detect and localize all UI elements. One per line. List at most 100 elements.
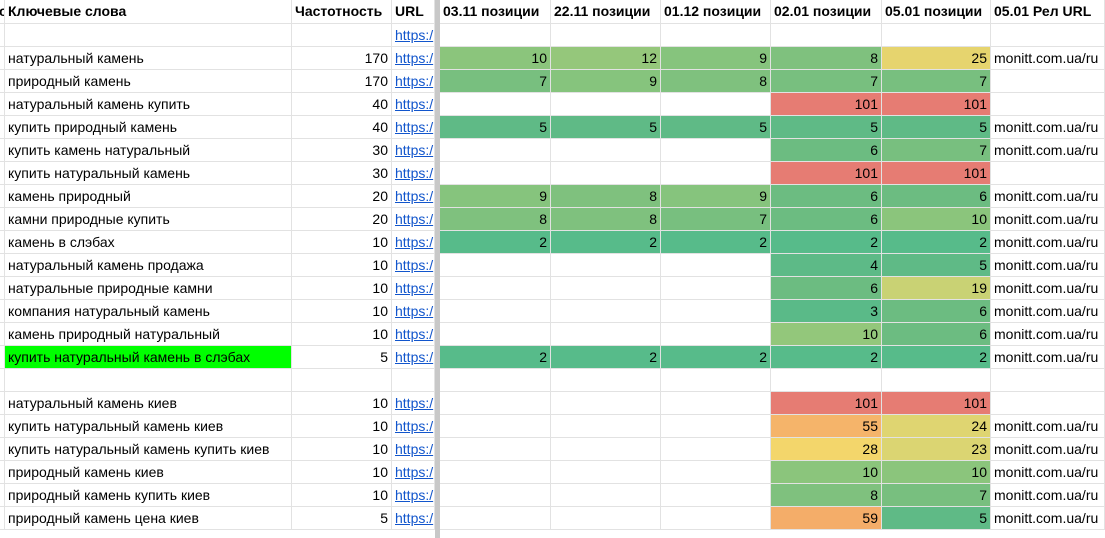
position-cell[interactable]: 6 bbox=[771, 185, 882, 208]
keyword-cell[interactable]: купить камень натуральный bbox=[5, 139, 292, 162]
keyword-cell[interactable]: природный камень bbox=[5, 70, 292, 93]
position-cell[interactable] bbox=[551, 415, 661, 438]
rel-url-cell[interactable] bbox=[991, 392, 1105, 415]
url-cell[interactable] bbox=[392, 369, 435, 392]
position-cell[interactable]: 9 bbox=[440, 185, 551, 208]
url-cell[interactable]: https:/ bbox=[392, 484, 435, 507]
position-cell[interactable]: 101 bbox=[882, 93, 991, 116]
rel-url-cell[interactable] bbox=[991, 70, 1105, 93]
frequency-cell[interactable]: 30 bbox=[292, 162, 392, 185]
keyword-cell[interactable]: камень в слэбах bbox=[5, 231, 292, 254]
position-cell[interactable]: 8 bbox=[440, 208, 551, 231]
position-cell[interactable] bbox=[440, 369, 551, 392]
position-cell[interactable]: 7 bbox=[882, 484, 991, 507]
url-cell[interactable]: https:/ bbox=[392, 139, 435, 162]
position-cell[interactable]: 2 bbox=[661, 346, 771, 369]
rel-url-cell[interactable] bbox=[991, 369, 1105, 392]
position-cell[interactable]: 5 bbox=[882, 507, 991, 530]
keyword-cell[interactable] bbox=[5, 369, 292, 392]
column-header[interactable]: 02.01 позиции bbox=[771, 0, 882, 24]
url-cell[interactable]: https:/ bbox=[392, 254, 435, 277]
position-cell[interactable]: 10 bbox=[882, 208, 991, 231]
position-cell[interactable] bbox=[551, 162, 661, 185]
position-cell[interactable]: 5 bbox=[882, 116, 991, 139]
position-cell[interactable]: 6 bbox=[882, 185, 991, 208]
frequency-cell[interactable] bbox=[292, 24, 392, 47]
position-cell[interactable]: 7 bbox=[440, 70, 551, 93]
position-cell[interactable]: 2 bbox=[771, 346, 882, 369]
url-cell[interactable]: https:/ bbox=[392, 185, 435, 208]
rel-url-cell[interactable]: monitt.com.ua/ru bbox=[991, 277, 1105, 300]
position-cell[interactable]: 2 bbox=[551, 231, 661, 254]
position-cell[interactable]: 101 bbox=[771, 162, 882, 185]
position-cell[interactable]: 28 bbox=[771, 438, 882, 461]
position-cell[interactable] bbox=[661, 369, 771, 392]
position-cell[interactable]: 10 bbox=[440, 47, 551, 70]
position-cell[interactable]: 2 bbox=[771, 231, 882, 254]
position-cell[interactable] bbox=[661, 300, 771, 323]
position-cell[interactable] bbox=[440, 254, 551, 277]
rel-url-cell[interactable]: monitt.com.ua/ru bbox=[991, 484, 1105, 507]
position-cell[interactable]: 101 bbox=[771, 392, 882, 415]
position-cell[interactable]: 19 bbox=[882, 277, 991, 300]
position-cell[interactable]: 10 bbox=[771, 323, 882, 346]
url-cell[interactable]: https:/ bbox=[392, 162, 435, 185]
column-header[interactable]: Частотность bbox=[292, 0, 392, 24]
frequency-cell[interactable]: 10 bbox=[292, 461, 392, 484]
position-cell[interactable] bbox=[661, 162, 771, 185]
frequency-cell[interactable]: 10 bbox=[292, 277, 392, 300]
position-cell[interactable]: 6 bbox=[771, 139, 882, 162]
frequency-cell[interactable]: 20 bbox=[292, 185, 392, 208]
frequency-cell[interactable]: 170 bbox=[292, 70, 392, 93]
position-cell[interactable]: 8 bbox=[771, 484, 882, 507]
position-cell[interactable]: 3 bbox=[771, 300, 882, 323]
position-cell[interactable] bbox=[771, 369, 882, 392]
url-cell[interactable]: https:/ bbox=[392, 461, 435, 484]
position-cell[interactable] bbox=[551, 277, 661, 300]
position-cell[interactable] bbox=[440, 93, 551, 116]
position-cell[interactable] bbox=[551, 254, 661, 277]
position-cell[interactable] bbox=[882, 369, 991, 392]
column-header[interactable]: Ключевые слова bbox=[5, 0, 292, 24]
column-header[interactable]: 22.11 позиции bbox=[551, 0, 661, 24]
rel-url-cell[interactable]: monitt.com.ua/ru bbox=[991, 116, 1105, 139]
position-cell[interactable] bbox=[882, 24, 991, 47]
url-cell[interactable]: https:/ bbox=[392, 24, 435, 47]
position-cell[interactable] bbox=[440, 461, 551, 484]
frequency-cell[interactable]: 10 bbox=[292, 231, 392, 254]
rel-url-cell[interactable]: monitt.com.ua/ru bbox=[991, 139, 1105, 162]
keyword-cell[interactable]: натуральный камень продажа bbox=[5, 254, 292, 277]
position-cell[interactable]: 9 bbox=[661, 185, 771, 208]
keyword-cell[interactable]: купить натуральный камень в слэбах bbox=[5, 346, 292, 369]
position-cell[interactable] bbox=[440, 484, 551, 507]
column-header[interactable]: 05.01 позиции bbox=[882, 0, 991, 24]
position-cell[interactable] bbox=[661, 24, 771, 47]
rel-url-cell[interactable]: monitt.com.ua/ru bbox=[991, 461, 1105, 484]
url-cell[interactable]: https:/ bbox=[392, 116, 435, 139]
position-cell[interactable]: 10 bbox=[771, 461, 882, 484]
position-cell[interactable] bbox=[440, 139, 551, 162]
keyword-cell[interactable]: камень природный bbox=[5, 185, 292, 208]
position-cell[interactable]: 7 bbox=[882, 70, 991, 93]
position-cell[interactable] bbox=[440, 438, 551, 461]
position-cell[interactable] bbox=[440, 24, 551, 47]
position-cell[interactable] bbox=[551, 369, 661, 392]
position-cell[interactable] bbox=[661, 139, 771, 162]
frequency-cell[interactable]: 30 bbox=[292, 139, 392, 162]
frequency-cell[interactable]: 10 bbox=[292, 392, 392, 415]
position-cell[interactable] bbox=[551, 323, 661, 346]
keyword-cell[interactable]: камни природные купить bbox=[5, 208, 292, 231]
position-cell[interactable]: 7 bbox=[882, 139, 991, 162]
frequency-cell[interactable]: 10 bbox=[292, 323, 392, 346]
position-cell[interactable] bbox=[440, 162, 551, 185]
keyword-cell[interactable]: натуральный камень киев bbox=[5, 392, 292, 415]
position-cell[interactable] bbox=[551, 438, 661, 461]
position-cell[interactable]: 2 bbox=[440, 346, 551, 369]
frequency-cell[interactable]: 170 bbox=[292, 47, 392, 70]
rel-url-cell[interactable]: monitt.com.ua/ru bbox=[991, 300, 1105, 323]
position-cell[interactable] bbox=[551, 24, 661, 47]
frequency-cell[interactable]: 5 bbox=[292, 507, 392, 530]
position-cell[interactable]: 2 bbox=[882, 346, 991, 369]
url-cell[interactable]: https:/ bbox=[392, 346, 435, 369]
rel-url-cell[interactable]: monitt.com.ua/ru bbox=[991, 231, 1105, 254]
